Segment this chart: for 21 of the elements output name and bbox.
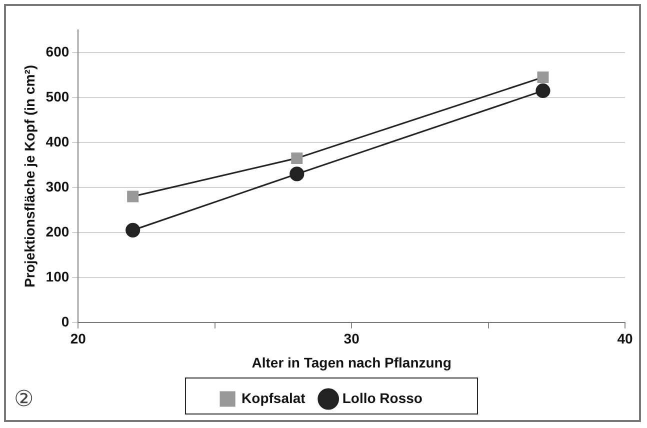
y-tick-label: 400	[46, 133, 70, 150]
point	[290, 166, 304, 182]
y-axis-title: Projektionsfläche je Kopf (in cm²)	[21, 64, 38, 288]
y-tick-label: 600	[46, 43, 70, 60]
legend-label: Kopfsalat	[242, 390, 306, 406]
x-tick-label: 30	[344, 330, 360, 347]
point	[127, 190, 139, 202]
x-axis-title: Alter in Tagen nach Pflanzung	[252, 354, 452, 370]
y-tick-label: 200	[46, 223, 70, 240]
x-tick-label: 20	[70, 330, 86, 347]
point	[537, 71, 549, 83]
text: ②	[14, 386, 34, 412]
y-tick-label: 300	[46, 178, 70, 194]
x-tick-label: 40	[617, 330, 633, 347]
point	[126, 222, 140, 238]
y-tick-label: 500	[46, 88, 70, 104]
legend-label: Lollo Rosso	[342, 390, 422, 406]
point	[536, 83, 550, 98]
point	[291, 152, 303, 164]
y-tick-label: 0	[61, 313, 70, 330]
y-tick-label: 100	[46, 268, 70, 284]
